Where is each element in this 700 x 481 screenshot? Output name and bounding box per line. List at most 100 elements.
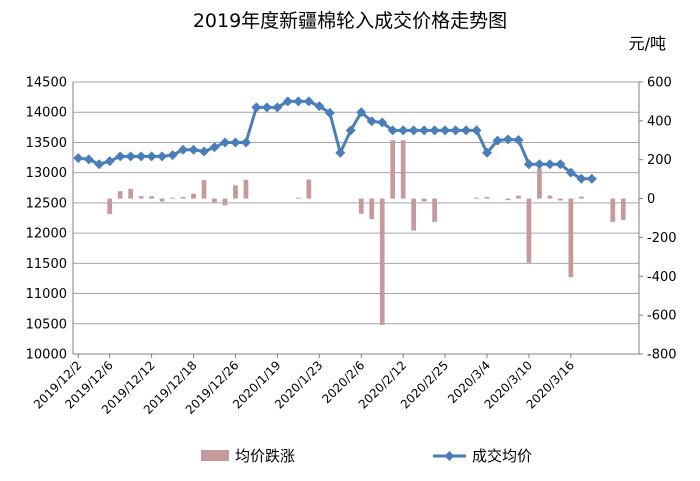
bar-mark	[578, 196, 584, 199]
line-point	[429, 125, 440, 136]
line-point	[261, 102, 272, 113]
left-axis-tick-label: 12500	[26, 196, 67, 211]
line-point	[188, 144, 199, 155]
left-axis-tick-label: 10500	[26, 317, 67, 332]
line-point	[314, 101, 325, 112]
left-axis-tick-label: 14500	[26, 76, 67, 91]
line-point	[178, 144, 189, 155]
line-point	[115, 151, 126, 162]
gridlines	[73, 81, 639, 355]
bar-mark	[180, 197, 186, 199]
line-point	[240, 137, 251, 148]
line-point	[576, 173, 587, 184]
line-point	[440, 125, 451, 136]
line-point	[219, 137, 230, 148]
line-point	[408, 125, 419, 136]
unit-label: 元/吨	[628, 34, 666, 53]
line-point	[251, 102, 262, 113]
line-point	[398, 125, 409, 136]
line-point	[471, 125, 482, 136]
bar-mark	[369, 198, 375, 219]
legend-label-line: 成交均价	[472, 447, 532, 465]
bar-mark	[306, 179, 312, 199]
line-point	[157, 151, 168, 162]
left-axis-tick-label: 11000	[26, 287, 67, 302]
bar-mark	[620, 198, 626, 220]
bar-mark	[568, 198, 574, 278]
line-point	[136, 151, 147, 162]
right-axis-tick-label: -600	[647, 309, 677, 324]
bar-mark	[390, 140, 396, 199]
bar-mark	[421, 198, 427, 202]
right-axis-tick-label: 600	[647, 76, 672, 91]
left-axis-tick-label: 14000	[26, 106, 67, 121]
line-point	[502, 134, 513, 145]
line-point	[125, 151, 136, 162]
line-point	[513, 135, 524, 146]
line-series-price	[73, 96, 597, 184]
bar-mark	[400, 140, 406, 199]
right-axis-tick-label: 400	[647, 114, 672, 129]
line-point	[461, 125, 472, 136]
right-axis-tick-label: 200	[647, 153, 672, 168]
line-point	[293, 96, 304, 107]
right-axis-tick-label: -200	[647, 231, 677, 246]
legend: 均价跌涨 成交均价	[201, 447, 532, 465]
line-point	[565, 167, 576, 178]
right-axis-tick-label: -400	[647, 270, 677, 285]
line-point	[387, 125, 398, 136]
line-point	[345, 125, 356, 136]
line-point	[199, 146, 210, 157]
right-axis-tick-label: -800	[647, 348, 677, 363]
bar-mark	[358, 198, 364, 214]
line-point	[377, 117, 388, 128]
bar-mark	[107, 198, 113, 215]
line-point	[94, 159, 105, 170]
line-point	[73, 153, 84, 164]
bar-mark	[201, 180, 207, 199]
line-point	[492, 135, 503, 146]
bar-mark	[212, 198, 217, 203]
bar-mark	[159, 198, 165, 202]
line-point	[83, 154, 94, 165]
bar-mark	[170, 197, 175, 199]
bar-mark	[484, 197, 490, 199]
line-point	[282, 96, 293, 107]
bar-mark	[295, 197, 301, 199]
line-point	[450, 125, 461, 136]
left-axis-tick-label: 12000	[26, 227, 67, 242]
bar-mark	[222, 198, 228, 206]
line-point	[555, 159, 566, 170]
line-point	[209, 142, 220, 153]
line-point	[104, 156, 115, 167]
line-point	[482, 147, 493, 158]
bar-mark	[149, 196, 154, 199]
line-point	[167, 150, 178, 161]
chart-title: 2019年度新疆棉轮入成交价格走势图	[192, 10, 508, 32]
line-point	[534, 159, 545, 170]
line-point	[335, 147, 346, 158]
legend-label-bar: 均价跌涨	[235, 447, 295, 465]
bar-mark	[547, 195, 553, 199]
right-axis-tick-label: 0	[647, 192, 655, 207]
bar-mark	[505, 198, 511, 201]
legend-swatch-bar	[201, 450, 229, 461]
line-point	[272, 102, 283, 113]
line-point	[419, 125, 430, 136]
left-axis-tick-label: 13500	[26, 136, 67, 151]
line-point	[324, 107, 335, 118]
line-point	[586, 173, 597, 184]
bar-mark	[117, 191, 123, 199]
line-point	[303, 96, 314, 107]
bar-mark	[516, 195, 521, 199]
line-point	[230, 137, 241, 148]
bar-mark	[379, 198, 385, 325]
bar-mark	[411, 198, 417, 231]
bar-mark	[138, 196, 144, 199]
line-point	[523, 159, 534, 170]
bar-mark	[610, 198, 616, 222]
bar-mark	[191, 193, 196, 199]
legend-swatch-marker	[444, 451, 455, 461]
bar-mark	[233, 185, 238, 199]
